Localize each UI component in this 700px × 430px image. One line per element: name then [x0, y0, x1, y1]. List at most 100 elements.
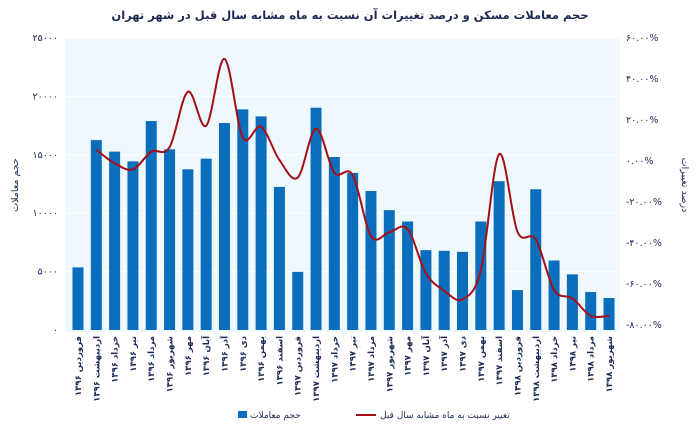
x-tick-label: شهریور ۱۳۹۸ — [605, 336, 615, 392]
bar — [365, 191, 377, 330]
x-tick-label: تیر ۱۳۹۶ — [129, 336, 139, 372]
bar — [292, 271, 304, 330]
line-point — [113, 162, 116, 165]
x-tick-label: اسفند ۱۳۹۶ — [275, 336, 285, 386]
line-point — [187, 90, 189, 93]
line-point — [425, 272, 427, 275]
left-axis-title: حجم معاملات — [10, 158, 21, 212]
left-tick-label: ۲۰۰۰۰ — [32, 91, 58, 102]
bar — [475, 221, 487, 330]
bar — [493, 181, 505, 330]
right-axis-title: درصد تغییرات — [679, 158, 690, 213]
change-line — [95, 57, 610, 319]
x-tick-label: مهر ۱۳۹۶ — [184, 336, 194, 376]
legend-bar-label: حجم معاملات — [250, 411, 301, 421]
bar — [200, 158, 212, 330]
line-point — [205, 124, 207, 127]
right-tick-label: ۶۰.۰۰% — [626, 33, 658, 44]
x-tick-label: مرداد ۱۳۹۶ — [147, 336, 157, 382]
x-tick-label: شهریور ۱۳۹۶ — [166, 336, 176, 392]
bar — [310, 107, 322, 330]
line-point — [370, 235, 372, 237]
x-tick-label: اردیبهشت ۱۳۹۷ — [312, 336, 322, 402]
left-tick-label: ۱۵۰۰۰ — [32, 150, 58, 161]
right-tick-label: -۸۰.۰۰% — [626, 320, 662, 331]
right-tick-label: ۰.۰۰% — [626, 156, 653, 167]
bar — [457, 251, 469, 330]
right-tick-label: -۴۰.۰۰% — [626, 238, 662, 249]
bar — [347, 172, 359, 330]
line-point — [571, 297, 574, 300]
bar — [218, 123, 230, 331]
x-tick-label: فروردین ۱۳۹۶ — [74, 336, 84, 396]
line-point — [351, 174, 354, 176]
x-tick-label: مهر ۱۳۹۷ — [404, 336, 414, 376]
bar — [530, 189, 542, 330]
line-point — [516, 230, 519, 233]
left-tick-label: ۰ — [53, 325, 58, 336]
x-tick-label: بهمن ۱۳۹۶ — [257, 336, 267, 382]
bar — [511, 290, 523, 330]
line-point — [553, 289, 555, 291]
x-tick-label: دی ۱۳۹۷ — [459, 335, 469, 372]
bar — [328, 157, 340, 330]
x-tick-label: آبان ۱۳۹۷ — [420, 335, 432, 376]
line-point — [333, 171, 336, 174]
line-point — [498, 153, 500, 156]
line-point — [480, 269, 482, 271]
line-point — [278, 159, 281, 161]
line-point — [296, 176, 299, 179]
right-tick-label: -۶۰.۰۰% — [626, 279, 662, 290]
line-point — [260, 125, 262, 128]
bar — [72, 267, 84, 330]
x-tick-label: اسفند ۱۳۹۷ — [495, 336, 505, 386]
line-point — [132, 168, 134, 171]
line-point — [589, 314, 592, 317]
bar — [603, 297, 615, 330]
bar — [255, 116, 267, 330]
line-point — [608, 314, 610, 317]
bar — [90, 140, 102, 330]
line-point — [443, 289, 446, 292]
right-tick-label: -۲۰.۰۰% — [626, 197, 662, 208]
bar — [585, 292, 597, 330]
left-tick-label: ۵۰۰۰ — [38, 267, 58, 278]
x-tick-label: تیر ۱۳۹۷ — [349, 336, 359, 372]
legend: حجم معاملات تغییر نسبت به ماه مشابه سال … — [238, 411, 510, 421]
x-tick-label: آبان ۱۳۹۶ — [200, 335, 212, 376]
line-point — [223, 58, 226, 60]
bar — [566, 274, 578, 330]
x-tick-label: بهمن ۱۳۹۷ — [477, 336, 487, 382]
bar — [127, 161, 139, 330]
line-point — [150, 150, 153, 153]
x-tick-label: شهریور ۱۳۹۷ — [385, 336, 395, 392]
x-tick-label: فروردین ۱۳۹۸ — [513, 336, 523, 396]
bar — [383, 210, 395, 330]
line-point — [241, 136, 244, 139]
right-tick-label: ۲۰.۰۰% — [626, 115, 658, 126]
legend-line-label: تغییر نسبت به ماه مشابه سال قبل — [380, 411, 510, 421]
line-point — [95, 149, 98, 151]
left-tick-label: ۲۵۰۰۰ — [32, 33, 58, 44]
x-tick-label: آذر ۱۳۹۷ — [438, 335, 450, 372]
bar — [109, 151, 121, 330]
x-tick-label: مرداد ۱۳۹۷ — [367, 336, 377, 382]
x-tick-label: مرداد ۱۳۹۸ — [587, 336, 597, 382]
x-tick-label: اردیبهشت ۱۳۹۶ — [92, 336, 102, 402]
chart-title: حجم معاملات مسکن و درصد تغییرات آن نسبت … — [111, 8, 588, 23]
x-tick-label: خرداد ۱۳۹۶ — [111, 336, 121, 383]
bar — [164, 149, 176, 330]
bar — [237, 109, 249, 330]
line-point — [534, 238, 537, 241]
x-tick-label: دی ۱۳۹۶ — [239, 335, 249, 372]
bar — [273, 186, 285, 330]
x-tick-label: خرداد ۱۳۹۸ — [550, 336, 560, 383]
line-point — [461, 298, 464, 301]
x-tick-label: تیر ۱۳۹۸ — [568, 336, 578, 372]
x-tick-label: خرداد ۱۳۹۷ — [330, 336, 340, 383]
plot-area — [65, 38, 620, 332]
legend-bar-swatch — [238, 411, 247, 418]
bar — [420, 250, 432, 330]
line-point — [388, 231, 391, 234]
